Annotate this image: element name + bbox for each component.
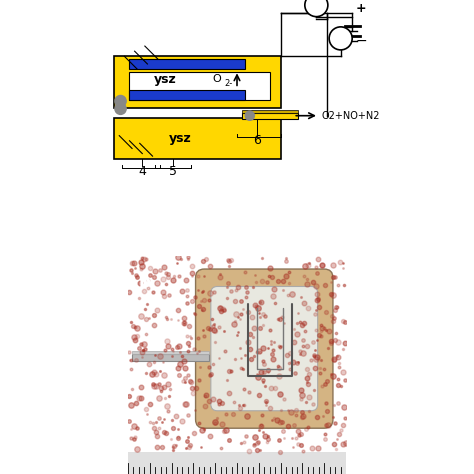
Circle shape	[329, 27, 352, 50]
Text: O2+NO+N2: O2+NO+N2	[321, 111, 380, 121]
Bar	[114, 118, 281, 159]
Circle shape	[245, 111, 255, 120]
Text: 6: 6	[254, 134, 262, 147]
Text: 4: 4	[138, 165, 146, 178]
Text: O: O	[212, 74, 221, 84]
Text: 5: 5	[169, 165, 177, 178]
Text: b: b	[139, 273, 151, 292]
Text: 2-: 2-	[224, 79, 232, 88]
Bar	[242, 113, 299, 119]
Bar	[129, 59, 245, 69]
Bar	[129, 72, 270, 100]
Bar	[128, 452, 346, 474]
Text: ysz: ysz	[169, 132, 192, 145]
Bar	[114, 56, 281, 108]
Circle shape	[305, 0, 328, 17]
FancyBboxPatch shape	[196, 269, 333, 428]
Text: A: A	[312, 0, 320, 10]
Bar	[129, 90, 245, 100]
Bar	[132, 351, 209, 354]
Circle shape	[115, 95, 126, 107]
Circle shape	[115, 103, 126, 114]
Bar	[242, 110, 299, 113]
Text: −: −	[356, 34, 368, 48]
Text: ysz: ysz	[154, 73, 177, 86]
Text: +: +	[356, 1, 367, 15]
Bar	[132, 354, 209, 361]
FancyBboxPatch shape	[211, 286, 318, 411]
Text: V: V	[337, 33, 345, 44]
